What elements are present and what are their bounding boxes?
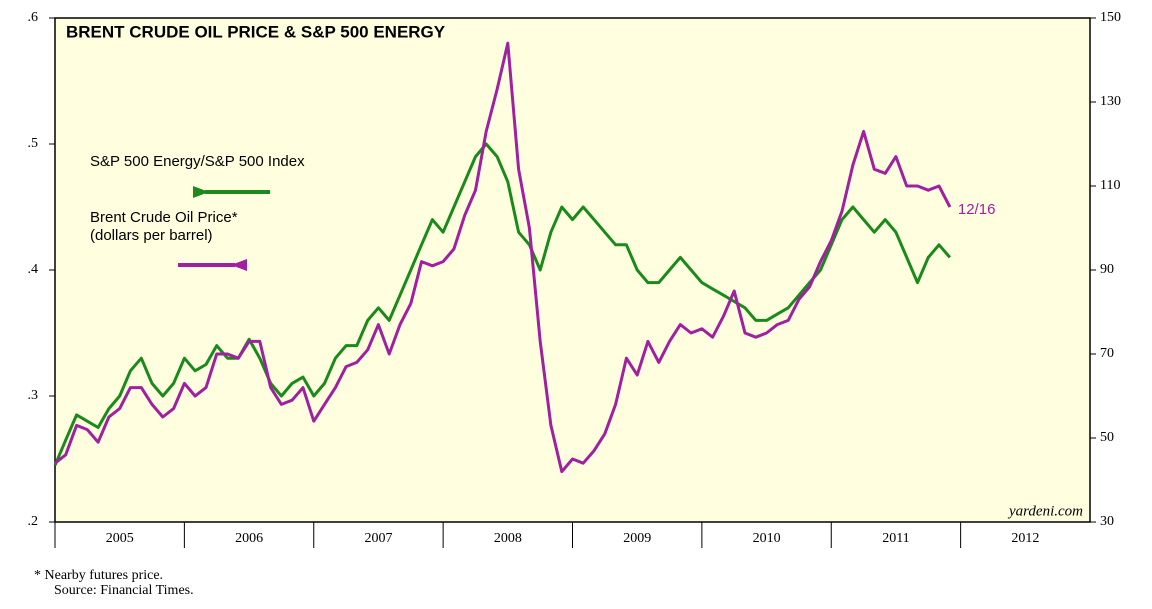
y2-tick-label: 150: [1100, 10, 1121, 25]
y2-tick-label: 90: [1100, 262, 1114, 277]
watermark: yardeni.com: [1007, 503, 1083, 519]
y2-tick-label: 130: [1100, 94, 1121, 109]
y2-tick-label: 50: [1100, 430, 1114, 445]
x-tick-label: 2010: [753, 531, 781, 546]
x-tick-label: 2007: [364, 531, 392, 546]
y-tick-label: .2: [28, 514, 39, 529]
y-tick-label: .5: [28, 136, 39, 151]
y-tick-label: .6: [28, 10, 39, 25]
x-tick-label: 2006: [235, 531, 263, 546]
legend-arrowhead: [231, 259, 247, 271]
legend-unit: (dollars per barrel): [90, 227, 213, 244]
series-line: [54, 41, 952, 474]
y2-tick-label: 110: [1100, 178, 1120, 193]
y-tick-label: .4: [28, 262, 39, 277]
end-label: 12/16: [958, 201, 996, 218]
footnote: * Nearby futures price.: [34, 568, 163, 583]
y-tick-label: .3: [28, 388, 39, 403]
legend-label: Brent Crude Oil Price*: [90, 209, 238, 226]
footnote: Source: Financial Times.: [54, 583, 194, 598]
x-tick-label: 2011: [882, 531, 909, 546]
y2-tick-label: 70: [1100, 346, 1114, 361]
x-tick-label: 2009: [623, 531, 651, 546]
legend-arrowhead: [193, 186, 209, 198]
y2-tick-label: 30: [1100, 514, 1114, 529]
legend-label: S&P 500 Energy/S&P 500 Index: [90, 153, 305, 170]
plot-area: [54, 17, 1091, 523]
x-tick-label: 2012: [1011, 531, 1039, 546]
series-line: [53, 142, 952, 466]
x-tick-label: 2005: [106, 531, 134, 546]
x-tick-label: 2008: [494, 531, 522, 546]
chart-title: BRENT CRUDE OIL PRICE & S&P 500 ENERGY: [66, 22, 446, 41]
